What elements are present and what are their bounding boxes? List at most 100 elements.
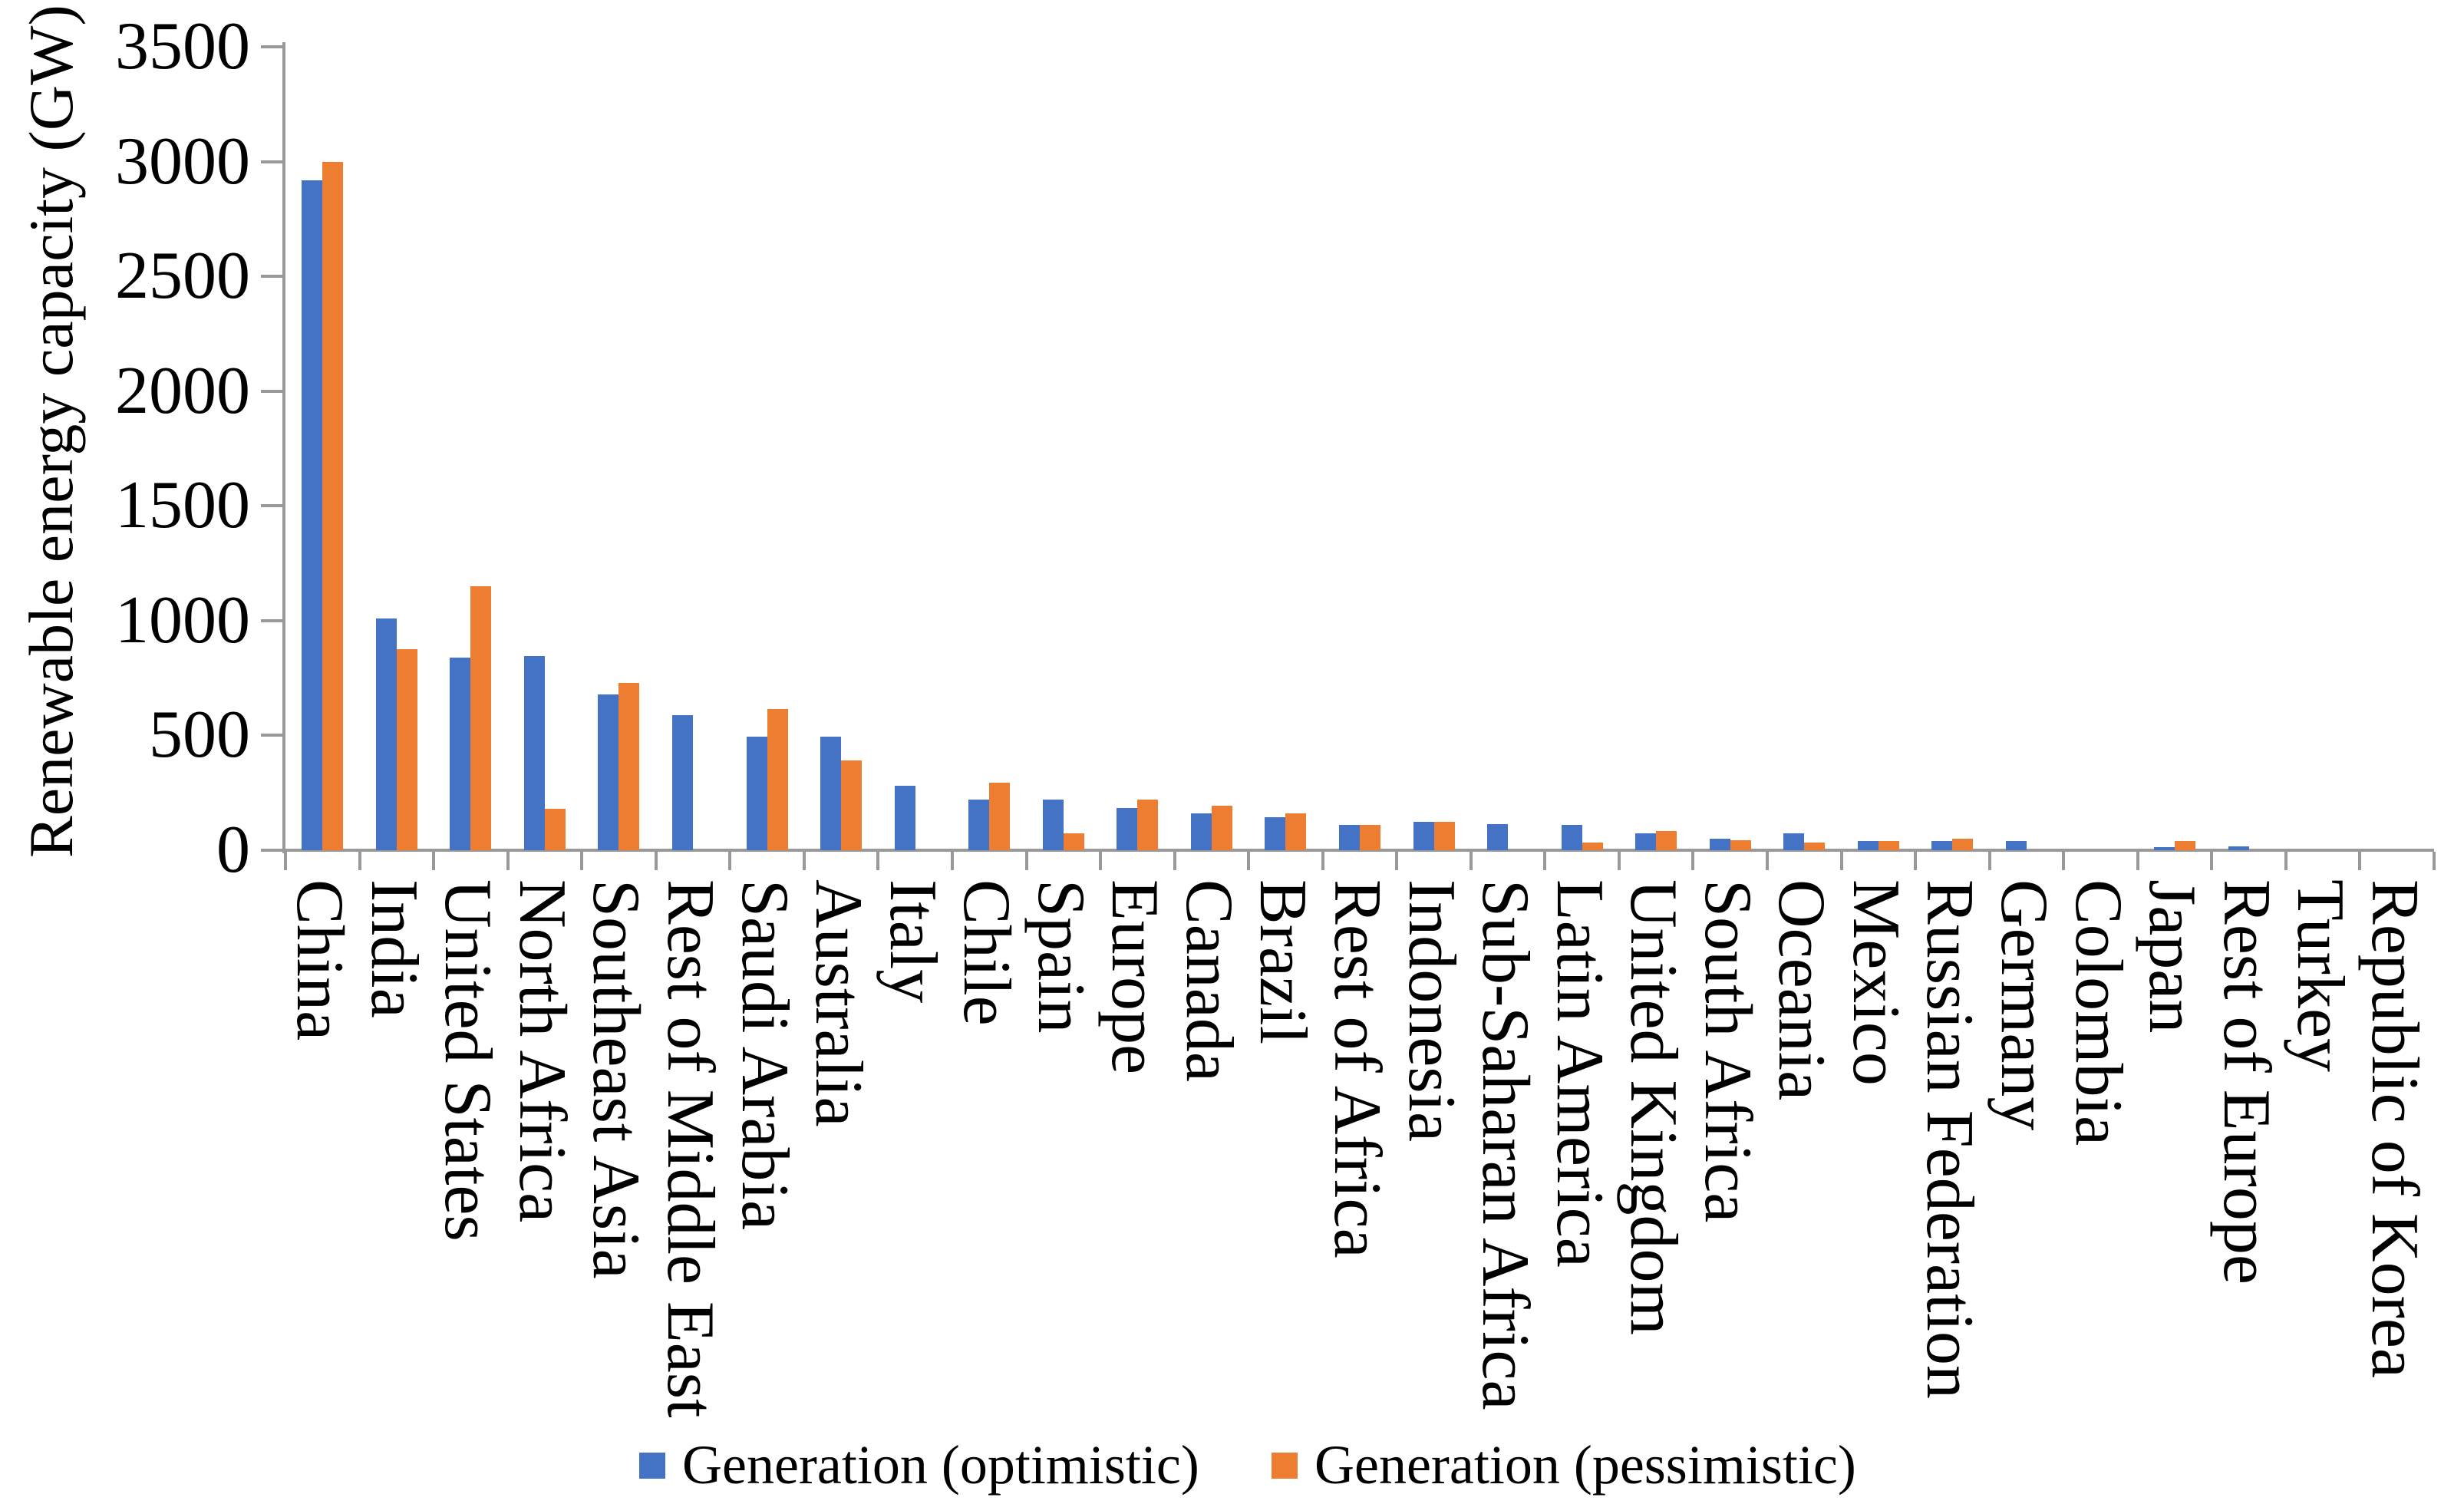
x-tick-28: [2358, 852, 2362, 870]
bar-pessimistic-indonesia: [1434, 822, 1455, 850]
y-tick-1500: [261, 504, 284, 508]
category-label-rest-of-middle-east: Rest of Middle East: [653, 879, 728, 1418]
category-label-north-africa: North Africa: [504, 879, 579, 1223]
bar-optimistic-saudi-arabia: [747, 737, 767, 850]
category-label-germany: Germany: [1986, 879, 2061, 1131]
bar-optimistic-india: [376, 618, 397, 850]
y-tick-label-1000: 1000: [115, 582, 250, 658]
x-tick-20: [1766, 852, 1770, 870]
x-tick-25: [2136, 852, 2139, 870]
category-label-colombia: Colombia: [2060, 879, 2136, 1146]
x-tick-16: [1469, 852, 1473, 870]
bar-pessimistic-mexico: [1879, 841, 1899, 850]
bar-optimistic-sub-saharan-africa: [1487, 824, 1508, 850]
x-tick-11: [1099, 852, 1103, 870]
x-tick-5: [654, 852, 658, 870]
x-tick-18: [1617, 852, 1621, 870]
bar-optimistic-rest-of-europe: [2228, 846, 2249, 850]
x-tick-9: [950, 852, 954, 870]
bar-pessimistic-chile: [989, 783, 1010, 850]
category-label-rest-of-europe: Rest of Europe: [2208, 879, 2284, 1285]
category-label-indonesia: Indonesia: [1394, 879, 1469, 1143]
bar-pessimistic-united-states: [470, 586, 491, 850]
bar-pessimistic-saudi-arabia: [767, 709, 788, 850]
x-tick-23: [1987, 852, 1991, 870]
bar-pessimistic-united-kingdom: [1656, 831, 1677, 850]
category-label-united-states: United States: [430, 879, 506, 1242]
x-axis-line: [261, 849, 2434, 852]
bar-pessimistic-russian-federation: [1952, 839, 1973, 850]
y-tick-label-2500: 2500: [115, 239, 250, 314]
y-tick-0: [261, 849, 284, 852]
bar-pessimistic-spain: [1064, 833, 1084, 850]
category-label-russian-federation: Russian Federation: [1912, 879, 1987, 1400]
category-label-mexico: Mexico: [1838, 879, 1913, 1086]
bar-optimistic-oceania: [1783, 833, 1804, 850]
bar-pessimistic-china: [322, 162, 343, 850]
x-tick-21: [1839, 852, 1843, 870]
category-label-turkey: Turkey: [2283, 879, 2358, 1073]
x-tick-7: [802, 852, 806, 870]
category-label-india: India: [356, 879, 431, 1018]
bar-optimistic-united-states: [450, 658, 470, 850]
x-tick-14: [1321, 852, 1324, 870]
bar-optimistic-germany: [2006, 841, 2027, 850]
y-tick-label-3000: 3000: [115, 124, 250, 199]
x-tick-8: [876, 852, 880, 870]
bar-optimistic-europe: [1117, 808, 1137, 850]
y-tick-500: [261, 734, 284, 737]
y-tick-label-3500: 3500: [115, 9, 250, 84]
bar-optimistic-rest-of-africa: [1339, 825, 1360, 850]
category-label-republic-of-korea: Republic of Korea: [2357, 879, 2432, 1378]
y-tick-3000: [261, 160, 284, 163]
y-tick-label-0: 0: [216, 813, 250, 887]
bar-pessimistic-europe: [1137, 800, 1158, 850]
x-tick-1: [358, 852, 361, 870]
x-tick-22: [1914, 852, 1918, 870]
bar-pessimistic-brazil: [1285, 813, 1306, 850]
x-tick-6: [728, 852, 732, 870]
bar-optimistic-chile: [968, 800, 989, 850]
category-label-latin-america: Latin America: [1542, 879, 1617, 1268]
legend-label-optimistic: Generation (optimistic): [682, 1434, 1199, 1496]
y-tick-2500: [261, 275, 284, 279]
bar-optimistic-australia: [820, 737, 841, 850]
category-label-united-kingdom: United Kingdom: [1616, 879, 1691, 1335]
bar-pessimistic-southeast-asia: [618, 683, 639, 850]
x-tick-24: [2062, 852, 2066, 870]
category-label-rest-of-africa: Rest of Africa: [1320, 879, 1394, 1258]
bar-optimistic-southeast-asia: [598, 694, 618, 850]
y-tick-label-2000: 2000: [115, 353, 250, 428]
x-tick-29: [2433, 852, 2436, 870]
bar-optimistic-latin-america: [1562, 825, 1582, 850]
category-label-south-africa: South Africa: [1690, 879, 1765, 1223]
bar-optimistic-italy: [895, 786, 915, 850]
y-tick-1000: [261, 618, 284, 622]
category-label-spain: Spain: [1023, 879, 1098, 1034]
x-tick-15: [1395, 852, 1399, 870]
bar-optimistic-russian-federation: [1931, 841, 1952, 850]
x-tick-3: [506, 852, 510, 870]
category-label-italy: Italy: [875, 879, 950, 1004]
bar-optimistic-mexico: [1858, 841, 1879, 850]
legend-label-pessimistic: Generation (pessimistic): [1314, 1434, 1856, 1496]
x-tick-12: [1173, 852, 1176, 870]
bar-optimistic-brazil: [1265, 817, 1285, 850]
category-label-southeast-asia: Southeast Asia: [579, 879, 654, 1279]
y-tick-2000: [261, 389, 284, 393]
bar-optimistic-canada: [1191, 813, 1212, 850]
category-label-saudi-arabia: Saudi Arabia: [727, 879, 802, 1231]
bar-optimistic-united-kingdom: [1635, 833, 1656, 850]
bar-pessimistic-japan: [2175, 841, 2195, 850]
bar-pessimistic-north-africa: [545, 809, 566, 850]
legend-swatch-optimistic: [639, 1452, 665, 1479]
category-label-europe: Europe: [1097, 879, 1173, 1075]
category-label-chile: Chile: [949, 879, 1024, 1026]
legend-item-optimistic: Generation (optimistic): [639, 1433, 1199, 1497]
category-label-oceania: Oceania: [1764, 879, 1839, 1101]
x-tick-0: [284, 852, 287, 870]
y-tick-label-1500: 1500: [115, 468, 250, 543]
bar-pessimistic-rest-of-africa: [1360, 825, 1380, 850]
y-tick-label-500: 500: [149, 698, 250, 773]
